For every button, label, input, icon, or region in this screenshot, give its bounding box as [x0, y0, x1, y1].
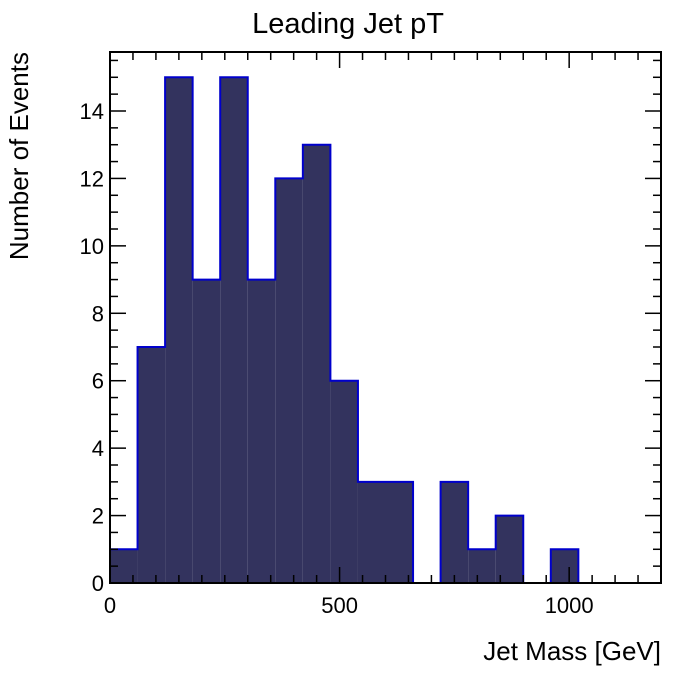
y-tick-label: 12 [80, 166, 104, 191]
x-tick-label: 500 [321, 593, 358, 618]
x-axis-label: Jet Mass [GeV] [483, 636, 661, 666]
y-axis-label: Number of Events [4, 52, 34, 260]
histogram-bar [385, 481, 414, 583]
histogram-bar [137, 347, 166, 583]
histogram-bar [357, 481, 386, 583]
y-tick-label: 6 [92, 369, 104, 394]
histogram-bar [440, 481, 469, 583]
x-tick-label: 1000 [545, 593, 594, 618]
histogram-bar [165, 77, 193, 584]
histogram-bar [330, 380, 358, 583]
histogram-bar [275, 178, 303, 583]
y-tick-label: 10 [80, 234, 104, 259]
y-tick-label: 2 [92, 504, 104, 529]
y-axis-ticks: 0 2 4 6 8 10 12 14 [80, 59, 661, 596]
x-tick-label: 0 [104, 593, 116, 618]
y-tick-label: 14 [80, 99, 104, 124]
histogram-bars [110, 77, 579, 584]
histogram-bar [495, 515, 524, 583]
y-tick-label: 0 [92, 571, 104, 596]
histogram-bar [550, 549, 579, 583]
histogram-bar [220, 77, 248, 584]
histogram-bar [192, 279, 221, 583]
y-tick-label: 4 [92, 436, 104, 461]
y-tick-label: 8 [92, 301, 104, 326]
histogram-bar [247, 279, 276, 583]
chart-title: Leading Jet pT [252, 8, 444, 40]
histogram-bar [468, 549, 496, 583]
histogram-bar [302, 144, 331, 583]
x-axis-ticks: 0 500 1000 [104, 52, 662, 618]
